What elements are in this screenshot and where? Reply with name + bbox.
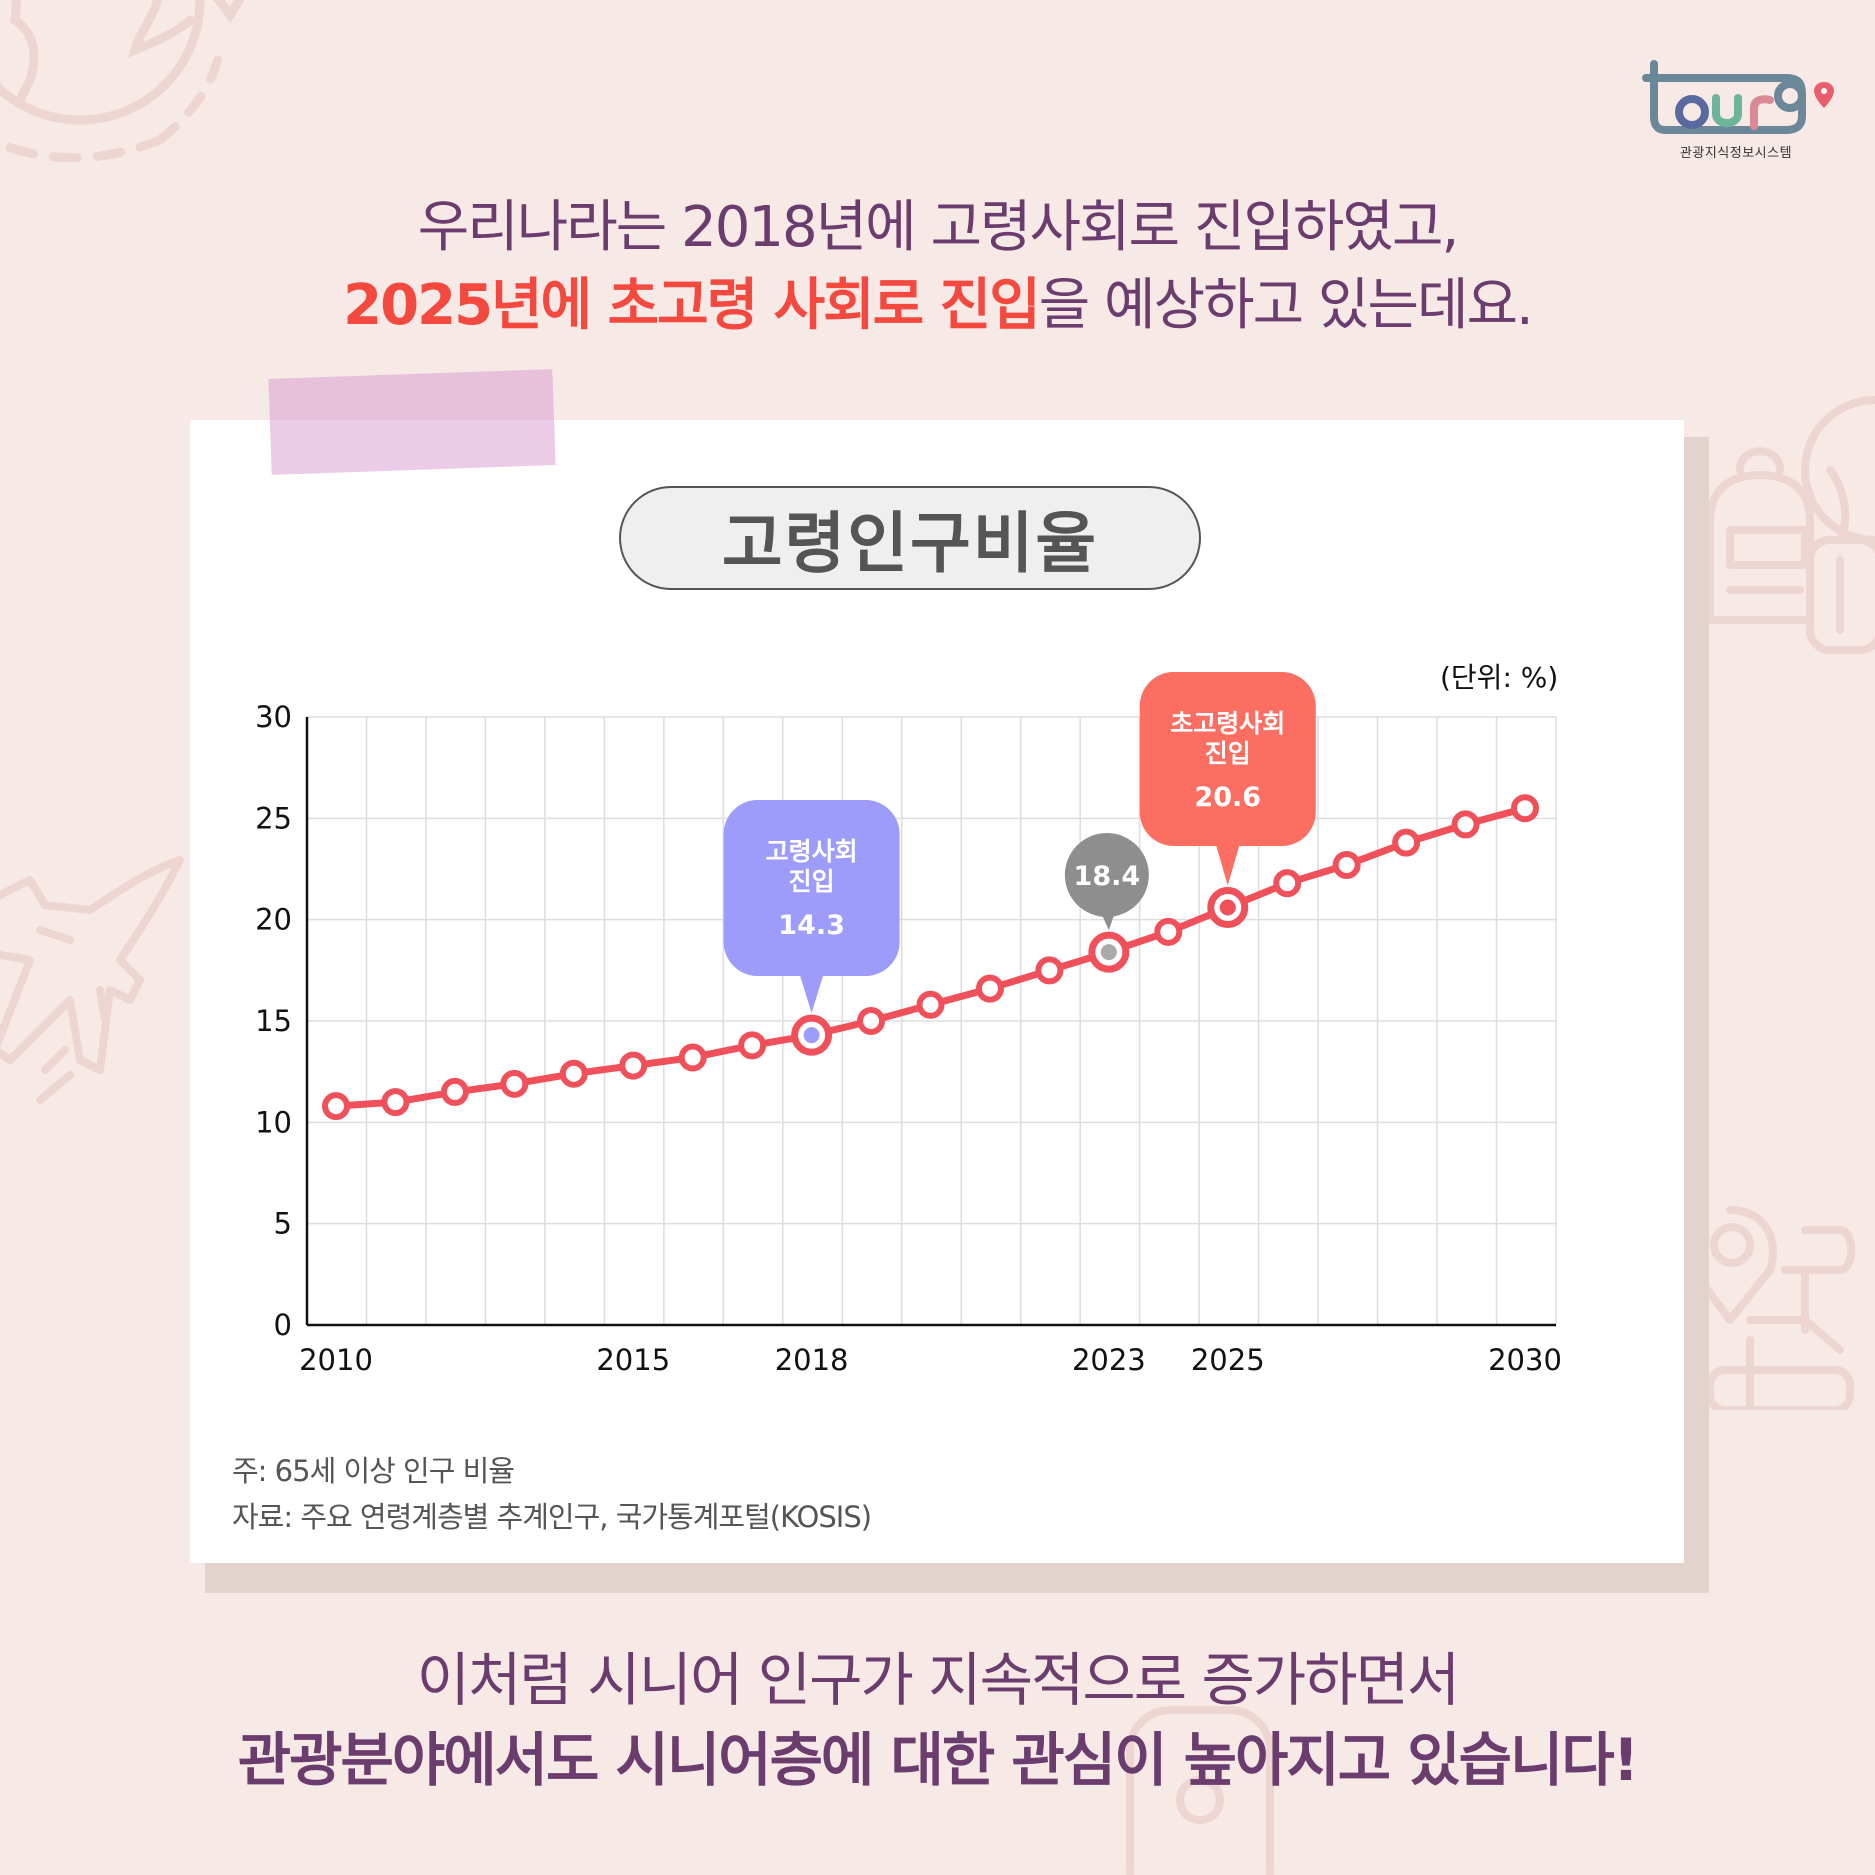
headline-line-2: 2025년에 초고령 사회로 진입을 예상하고 있는데요. [0,268,1875,344]
svg-text:진입: 진입 [1205,739,1251,768]
data-marker[interactable] [559,1059,588,1088]
data-marker[interactable] [1392,828,1421,857]
data-marker[interactable] [1332,850,1361,879]
highlight-marker-dot [1219,899,1236,916]
svg-text:18.4: 18.4 [1074,861,1141,892]
data-marker[interactable] [500,1069,529,1098]
data-marker[interactable] [619,1051,648,1080]
footnote-source: 자료: 주요 연령계층별 추계인구, 국가통계포털(KOSIS) [232,1500,872,1534]
bottom-text: 이처럼 시니어 인구가 지속적으로 증가하면서 관광분야에서도 시니어층에 대한… [0,1640,1875,1800]
y-tick-label: 10 [255,1105,292,1139]
data-marker[interactable] [738,1031,767,1060]
svg-text:14.3: 14.3 [778,910,845,941]
y-tick-label: 25 [255,801,292,835]
highlight-marker-dot [803,1027,820,1044]
y-tick-label: 5 [274,1207,292,1241]
y-tick-label: 15 [255,1004,292,1038]
y-tick-label: 20 [255,903,292,937]
y-tick-label: 0 [274,1308,292,1342]
x-tick-label: 2018 [775,1343,849,1377]
headline-highlight: 2025년에 초고령 사회로 진입 [343,273,1041,338]
x-tick-label: 2010 [299,1343,373,1377]
tour9-wordmark-icon [1642,60,1834,134]
chart-title: 고령인구비율 [619,486,1201,590]
data-marker[interactable] [857,1007,886,1035]
bottom-line-2: 관광분야에서도 시니어층에 대한 관심이 높아지고 있습니다! [237,1726,1639,1794]
headline: 우리나라는 2018년에 고령사회로 진입하였고, 2025년에 초고령 사회로… [0,190,1875,344]
x-tick-label: 2023 [1072,1343,1146,1377]
callout-y2023: 18.4 [1064,833,1149,931]
data-marker[interactable] [678,1043,707,1072]
svg-text:초고령사회: 초고령사회 [1170,709,1285,738]
data-marker[interactable] [916,990,945,1019]
data-marker[interactable] [1035,956,1064,985]
x-tick-label: 2030 [1488,1343,1562,1377]
svg-text:고령사회: 고령사회 [766,837,858,866]
x-tick-label: 2025 [1191,1343,1265,1377]
headline-line-2-rest: 을 예상하고 있는데요. [1038,273,1534,338]
footnotes: 주: 65세 이상 인구 비율 자료: 주요 연령계층별 추계인구, 국가통계포… [232,1448,872,1540]
data-marker[interactable] [440,1077,469,1106]
logo-subtitle: 관광지식정보시스템 [1679,146,1793,161]
svg-text:20.6: 20.6 [1194,782,1261,813]
data-marker[interactable] [1154,917,1183,946]
highlight-marker-dot [1100,944,1117,961]
data-marker[interactable] [1273,869,1302,898]
svg-text:진입: 진입 [789,867,835,896]
data-marker[interactable] [975,974,1004,1003]
tour9-logo: 관광지식정보시스템 [1636,56,1836,166]
headline-line-1: 우리나라는 2018년에 고령사회로 진입하였고, [417,195,1460,260]
data-marker[interactable] [1511,794,1539,823]
unit-label: (단위: %) [1440,661,1559,694]
data-marker[interactable] [322,1092,350,1121]
chart-card [190,420,1684,1563]
data-marker[interactable] [381,1088,410,1117]
bottom-line-1: 이처럼 시니어 인구가 지속적으로 증가하면서 [416,1646,1461,1714]
x-tick-label: 2015 [596,1343,670,1377]
data-marker[interactable] [1451,810,1480,839]
y-tick-label: 30 [255,700,292,734]
footnote-note: 주: 65세 이상 인구 비율 [232,1454,515,1488]
